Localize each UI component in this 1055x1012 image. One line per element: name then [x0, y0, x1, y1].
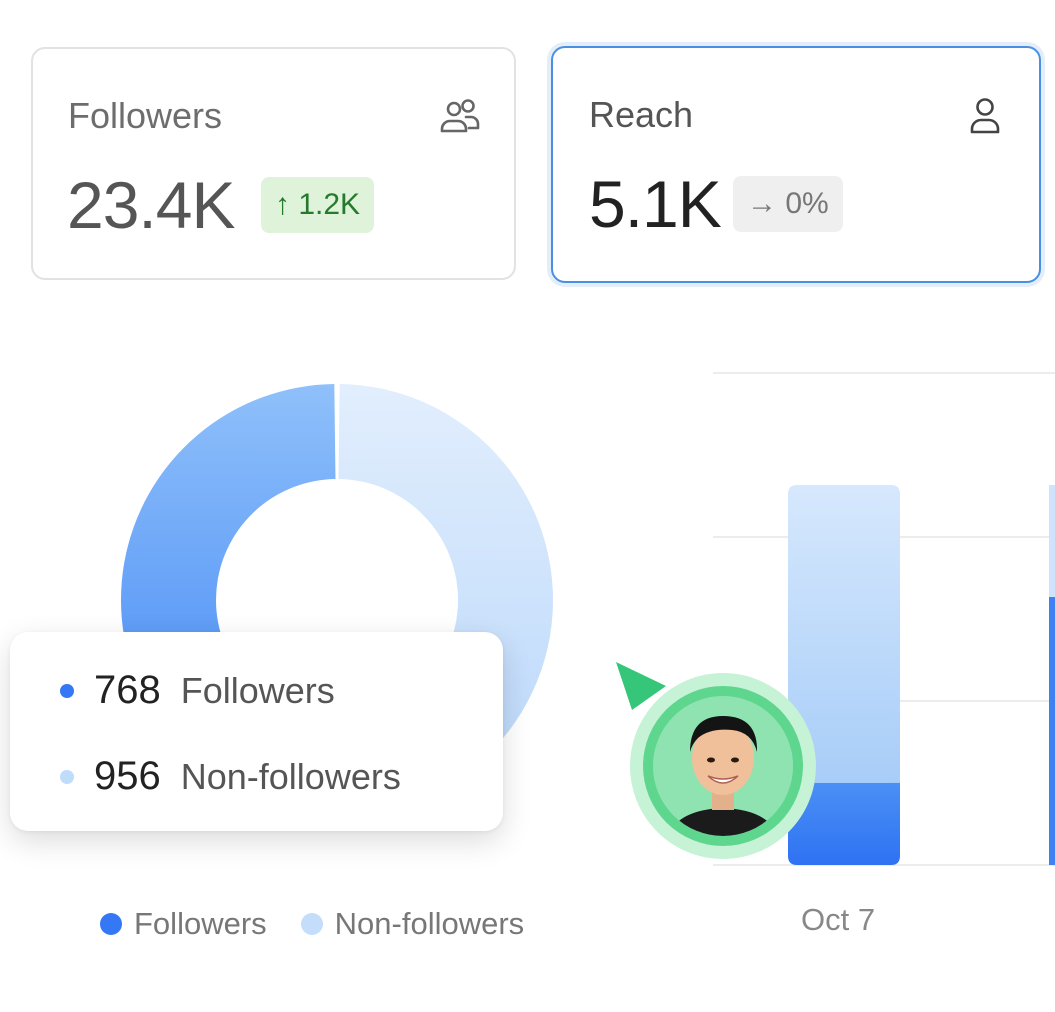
tooltip-label: Followers: [180, 669, 335, 711]
legend-label: Followers: [134, 906, 267, 941]
tooltip-value: 768: [94, 668, 161, 712]
donut-tooltip: 768 Followers 956 Non-followers: [10, 632, 503, 831]
legend-label: Non-followers: [334, 906, 525, 941]
followers-card[interactable]: Followers 23.4K ↑ 1.2K: [31, 47, 516, 280]
tooltip-dot: [60, 769, 74, 784]
reach-card-value: 5.1K: [589, 167, 722, 241]
reach-change-badge: → 0%: [733, 176, 843, 232]
collaborator-cursor: [616, 662, 816, 859]
tooltip-label: Non-followers: [180, 755, 401, 797]
legend-item-non-followers[interactable]: Non-followers: [300, 906, 525, 942]
x-axis-tick-label: Oct 7: [801, 902, 876, 937]
tooltip-row-followers: 768 Followers: [60, 668, 335, 713]
legend-dot: [300, 913, 323, 935]
bar-segment-next-partial: [1049, 597, 1055, 865]
reach-card-title: Reach: [589, 94, 694, 135]
bar-chart-bars: [788, 485, 1055, 865]
tooltip-row-non-followers: 956 Non-followers: [60, 754, 401, 799]
bar-segment-followers[interactable]: [788, 782, 900, 865]
legend-dot: [100, 913, 122, 935]
cursor-arrow-icon: [616, 662, 666, 710]
bar-segment-non-followers[interactable]: [788, 485, 900, 783]
reach-card[interactable]: Reach 5.1K → 0%: [551, 46, 1041, 283]
tooltip-value: 956: [94, 754, 161, 798]
followers-card-value: 23.4K: [67, 168, 235, 242]
followers-card-title: Followers: [68, 95, 223, 136]
avatar: [630, 673, 816, 859]
chart-legend: Followers Non-followers: [100, 906, 558, 942]
followers-change-badge: ↑ 1.2K: [261, 177, 375, 233]
bar-chart: [713, 372, 1055, 866]
users-icon: [440, 99, 480, 133]
bar-segment-next-partial: [1049, 485, 1055, 597]
legend-item-followers[interactable]: Followers: [100, 906, 267, 942]
user-icon: [970, 98, 1000, 134]
tooltip-dot: [60, 683, 74, 698]
